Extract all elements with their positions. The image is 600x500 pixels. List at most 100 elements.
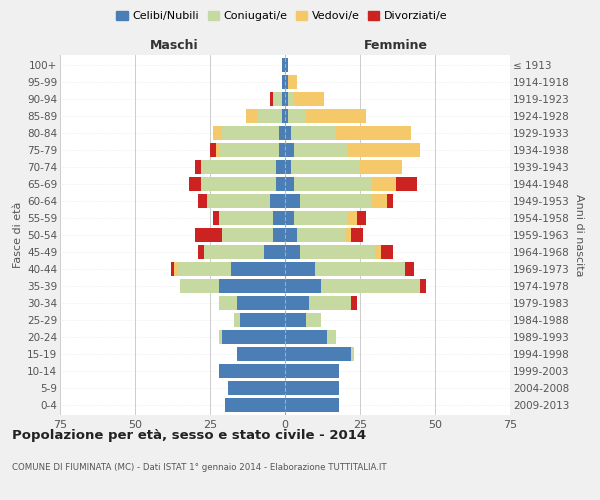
Bar	[198, 194, 207, 208]
Text: Popolazione per età, sesso e stato civile - 2014: Popolazione per età, sesso e stato civil…	[12, 430, 366, 442]
Bar	[228, 381, 285, 395]
Bar	[294, 143, 348, 157]
Bar	[285, 126, 291, 140]
Bar	[285, 194, 300, 208]
Bar	[351, 296, 357, 310]
Bar	[231, 262, 285, 276]
Bar	[282, 75, 285, 89]
Bar	[294, 177, 372, 191]
Y-axis label: Anni di nascita: Anni di nascita	[574, 194, 584, 276]
Bar	[285, 177, 294, 191]
Bar	[288, 75, 297, 89]
Bar	[285, 160, 291, 174]
Bar	[285, 58, 288, 72]
Bar	[216, 143, 219, 157]
Bar	[180, 279, 219, 293]
Bar	[213, 211, 219, 225]
Bar	[285, 313, 306, 327]
Bar	[285, 347, 351, 361]
Bar	[387, 194, 393, 208]
Bar	[201, 177, 276, 191]
Bar	[285, 92, 288, 106]
Bar	[315, 262, 405, 276]
Bar	[273, 92, 282, 106]
Bar	[372, 177, 396, 191]
Bar	[372, 194, 387, 208]
Text: COMUNE DI FIUMINATA (MC) - Dati ISTAT 1° gennaio 2014 - Elaborazione TUTTITALIA.: COMUNE DI FIUMINATA (MC) - Dati ISTAT 1°…	[12, 464, 386, 472]
Bar	[327, 330, 336, 344]
Bar	[351, 228, 363, 242]
Bar	[174, 262, 177, 276]
Bar	[204, 245, 264, 259]
Bar	[258, 109, 282, 123]
Bar	[285, 398, 339, 412]
Bar	[273, 211, 285, 225]
Bar	[375, 245, 381, 259]
Bar	[351, 347, 354, 361]
Bar	[189, 177, 201, 191]
Bar	[264, 245, 285, 259]
Bar	[348, 143, 420, 157]
Y-axis label: Fasce di età: Fasce di età	[13, 202, 23, 268]
Bar	[219, 279, 285, 293]
Bar	[300, 194, 372, 208]
Bar	[357, 211, 366, 225]
Bar	[306, 109, 366, 123]
Bar	[285, 109, 288, 123]
Bar	[234, 313, 240, 327]
Bar	[282, 92, 285, 106]
Bar	[297, 228, 345, 242]
Bar	[285, 279, 321, 293]
Bar	[201, 160, 276, 174]
Legend: Celibi/Nubili, Coniugati/e, Vedovi/e, Divorziati/e: Celibi/Nubili, Coniugati/e, Vedovi/e, Di…	[116, 10, 448, 21]
Bar	[291, 160, 360, 174]
Bar	[306, 313, 321, 327]
Bar	[246, 109, 258, 123]
Bar	[213, 126, 222, 140]
Bar	[219, 330, 222, 344]
Bar	[273, 228, 285, 242]
Bar	[345, 228, 351, 242]
Bar	[285, 143, 294, 157]
Bar	[285, 381, 339, 395]
Bar	[207, 194, 270, 208]
Bar	[276, 177, 285, 191]
Bar	[348, 211, 357, 225]
Text: Maschi: Maschi	[149, 38, 199, 52]
Bar	[195, 160, 201, 174]
Bar	[222, 126, 279, 140]
Bar	[420, 279, 426, 293]
Bar	[279, 126, 285, 140]
Bar	[396, 177, 417, 191]
Bar	[285, 75, 288, 89]
Bar	[237, 296, 285, 310]
Bar	[276, 160, 285, 174]
Bar	[279, 143, 285, 157]
Bar	[270, 92, 273, 106]
Bar	[288, 92, 294, 106]
Bar	[285, 296, 309, 310]
Bar	[285, 245, 300, 259]
Bar	[285, 262, 315, 276]
Bar	[270, 194, 285, 208]
Bar	[285, 330, 327, 344]
Bar	[171, 262, 174, 276]
Bar	[336, 126, 411, 140]
Bar	[294, 211, 348, 225]
Bar	[285, 228, 297, 242]
Bar	[360, 160, 402, 174]
Bar	[198, 245, 204, 259]
Bar	[294, 92, 324, 106]
Bar	[219, 211, 273, 225]
Bar	[300, 245, 375, 259]
Bar	[285, 364, 339, 378]
Bar	[219, 364, 285, 378]
Bar	[291, 126, 336, 140]
Bar	[177, 262, 231, 276]
Bar	[405, 262, 414, 276]
Bar	[195, 228, 222, 242]
Bar	[381, 245, 393, 259]
Bar	[285, 211, 294, 225]
Bar	[309, 296, 351, 310]
Bar	[219, 143, 279, 157]
